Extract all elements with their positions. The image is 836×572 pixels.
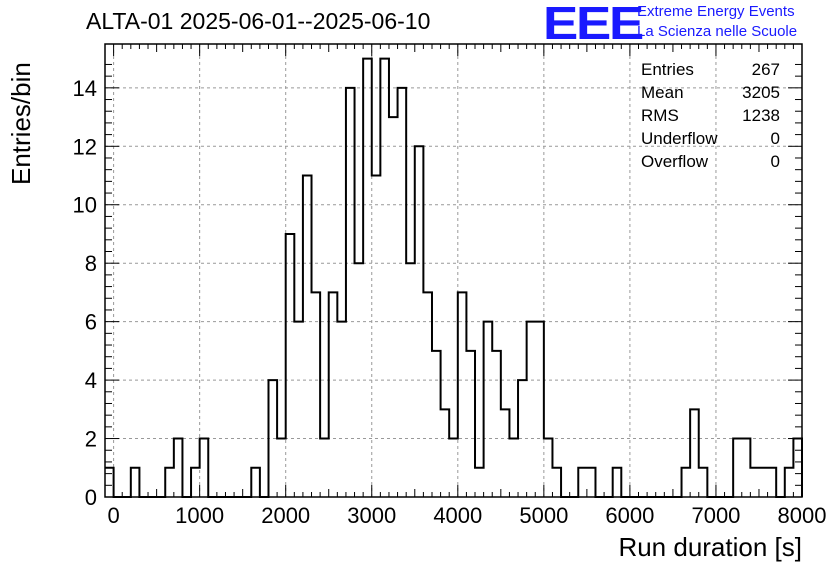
histogram-bin bbox=[750, 468, 759, 497]
stat-value: 1238 bbox=[742, 106, 780, 125]
chart-title: ALTA-01 2025-06-01--2025-06-10 bbox=[86, 8, 431, 34]
x-tick-label: 6000 bbox=[605, 503, 654, 528]
histogram-series bbox=[105, 57, 803, 498]
histogram-bin bbox=[329, 292, 338, 497]
x-tick-label: 7000 bbox=[691, 503, 740, 528]
histogram-bin bbox=[733, 439, 742, 497]
histogram-bin bbox=[303, 176, 312, 497]
stats-box: Entries 267 Mean 3205 RMS 1238 Underflow… bbox=[641, 58, 780, 173]
x-tick-label: 2000 bbox=[261, 503, 310, 528]
histogram-bin bbox=[200, 439, 209, 497]
histogram-bin bbox=[501, 409, 510, 497]
histogram-bin bbox=[294, 322, 303, 497]
x-tick-label: 1000 bbox=[175, 503, 224, 528]
histogram-bin bbox=[587, 468, 596, 497]
y-tick-label: 14 bbox=[73, 76, 97, 101]
histogram-bin bbox=[277, 439, 286, 497]
stat-row-overflow: Overflow 0 bbox=[641, 150, 780, 173]
histogram-bin bbox=[699, 468, 708, 497]
histogram-bin bbox=[286, 234, 295, 497]
x-tick-label: 3000 bbox=[347, 503, 396, 528]
stat-value: 3205 bbox=[742, 83, 780, 102]
histogram-bin bbox=[458, 292, 467, 497]
y-tick-label: 2 bbox=[85, 427, 97, 452]
x-tick-label: 0 bbox=[107, 503, 119, 528]
histogram-bin bbox=[337, 322, 346, 497]
logo-caption: Extreme Energy Events La Scienza nelle S… bbox=[637, 2, 797, 42]
histogram-bin bbox=[372, 176, 381, 497]
histogram-bin bbox=[363, 59, 372, 497]
histogram-bin bbox=[174, 439, 183, 497]
histogram-bin bbox=[793, 439, 802, 497]
stat-label: Overflow bbox=[641, 152, 709, 171]
histogram-bin bbox=[346, 88, 355, 497]
x-tick-label: 5000 bbox=[519, 503, 568, 528]
stat-value: 0 bbox=[770, 129, 780, 148]
histogram-bin bbox=[312, 292, 321, 497]
y-tick-label: 4 bbox=[85, 368, 97, 393]
stat-value: 267 bbox=[751, 60, 780, 79]
histogram-bin bbox=[527, 322, 536, 497]
stat-label: RMS bbox=[641, 106, 679, 125]
stat-row-entries: Entries 267 bbox=[641, 58, 780, 81]
histogram-bin bbox=[423, 292, 432, 497]
stat-row-rms: RMS 1238 bbox=[641, 104, 780, 127]
histogram-bin bbox=[441, 409, 450, 497]
histogram-bin bbox=[768, 468, 777, 497]
stat-label: Entries bbox=[641, 60, 694, 79]
histogram-bin bbox=[578, 468, 587, 497]
stat-value: 0 bbox=[770, 152, 780, 171]
stat-label: Mean bbox=[641, 83, 684, 102]
y-tick-label: 8 bbox=[85, 251, 97, 276]
y-tick-label: 10 bbox=[73, 193, 97, 218]
histogram-bin bbox=[682, 468, 691, 497]
stat-label: Underflow bbox=[641, 129, 718, 148]
x-tick-label: 8000 bbox=[778, 503, 827, 528]
histogram-bin bbox=[475, 468, 484, 497]
histogram-bin bbox=[105, 468, 114, 497]
histogram-bin bbox=[191, 468, 200, 497]
histogram-bin bbox=[492, 351, 501, 497]
histogram-bin bbox=[742, 439, 751, 497]
histogram-bin bbox=[690, 409, 699, 497]
histogram-bin bbox=[251, 468, 260, 497]
histogram-bin bbox=[398, 88, 407, 497]
histogram-bin bbox=[165, 468, 174, 497]
logo-line-1: Extreme Energy Events bbox=[637, 3, 795, 20]
y-tick-label: 6 bbox=[85, 310, 97, 335]
histogram-bin bbox=[613, 468, 622, 497]
y-tick-label: 12 bbox=[73, 134, 97, 159]
histogram-bin bbox=[466, 351, 475, 497]
histogram-bin bbox=[759, 468, 768, 497]
histogram-bin bbox=[535, 322, 544, 497]
x-tick-label: 4000 bbox=[433, 503, 482, 528]
histogram-bin bbox=[552, 468, 561, 497]
stat-row-underflow: Underflow 0 bbox=[641, 127, 780, 150]
y-axis-label: Entries/bin bbox=[6, 62, 36, 185]
histogram-bin bbox=[432, 351, 441, 497]
eee-logo: EEE bbox=[543, 0, 644, 49]
histogram-bin bbox=[449, 439, 458, 497]
x-axis-label: Run duration [s] bbox=[618, 532, 802, 562]
histogram-bin bbox=[320, 439, 329, 497]
histogram-bin bbox=[484, 322, 493, 497]
y-tick-label: 0 bbox=[85, 485, 97, 510]
plot-frame bbox=[104, 43, 803, 498]
histogram-bin bbox=[389, 117, 398, 497]
logo-line-2: La Scienza nelle Scuole bbox=[637, 23, 798, 40]
histogram-bin bbox=[785, 468, 794, 497]
histogram-bin bbox=[509, 439, 518, 497]
histogram-bin bbox=[131, 468, 140, 497]
histogram-bin bbox=[380, 59, 389, 497]
histogram-bin bbox=[544, 439, 553, 497]
stat-row-mean: Mean 3205 bbox=[641, 81, 780, 104]
